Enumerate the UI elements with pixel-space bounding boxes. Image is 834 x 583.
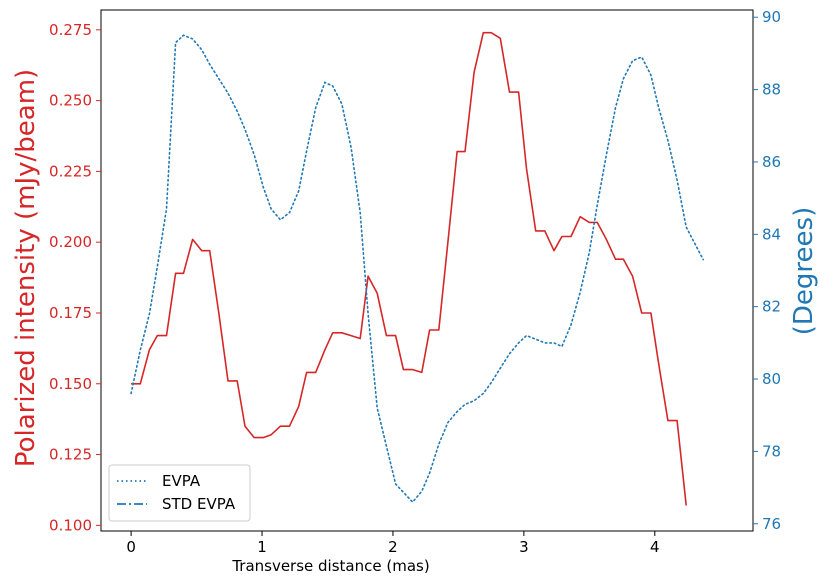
y-right-tick-label: 82	[762, 298, 781, 316]
y-right-tick-label: 84	[762, 225, 781, 243]
y-right-tick-label: 90	[762, 8, 781, 26]
y-left-tick-label: 0.175	[49, 304, 92, 322]
y-left-tick-label: 0.275	[49, 21, 92, 39]
y-left-axis-ticks: 0.100 0.125 0.150 0.175 0.200 0.225 0.250 0.275	[49, 21, 101, 534]
y-right-axis-label: (Degrees)	[789, 207, 819, 335]
y-right-tick-label: 86	[762, 153, 781, 171]
y-left-tick-label: 0.150	[49, 375, 92, 393]
x-tick-label: 1	[257, 538, 267, 556]
legend: EVPA STD EVPA	[108, 464, 251, 522]
legend-box	[108, 464, 251, 522]
x-axis-label: Transverse distance (mas)	[231, 557, 429, 575]
y-right-tick-label: 78	[762, 442, 781, 460]
y-right-axis-ticks: 76 78 80 82 84 86 88 90	[753, 8, 781, 533]
y-right-tick-label: 76	[762, 515, 781, 533]
polarized-intensity-line	[131, 31, 687, 506]
x-tick-label: 3	[519, 538, 529, 556]
y-left-tick-label: 0.200	[49, 233, 92, 251]
x-tick-label: 4	[650, 538, 660, 556]
evpa-line	[130, 34, 705, 504]
y-right-tick-label: 80	[762, 370, 781, 388]
y-right-tick-label: 88	[762, 81, 781, 99]
y-left-tick-label: 0.125	[49, 446, 92, 464]
y-left-tick-label: 0.225	[49, 162, 92, 180]
plot-frame	[100, 9, 754, 532]
y-left-tick-label: 0.250	[49, 92, 92, 110]
x-axis-ticks: 0 1 2 3 4	[126, 531, 660, 556]
legend-std-evpa-label: STD EVPA	[162, 495, 236, 513]
y-left-axis-label: Polarized intensity (mJy/beam)	[11, 69, 41, 467]
x-tick-label: 2	[388, 538, 398, 556]
plot-lines	[130, 31, 705, 506]
y-left-tick-label: 0.100	[49, 516, 92, 534]
legend-evpa-label: EVPA	[162, 472, 201, 490]
x-tick-label: 0	[126, 538, 136, 556]
